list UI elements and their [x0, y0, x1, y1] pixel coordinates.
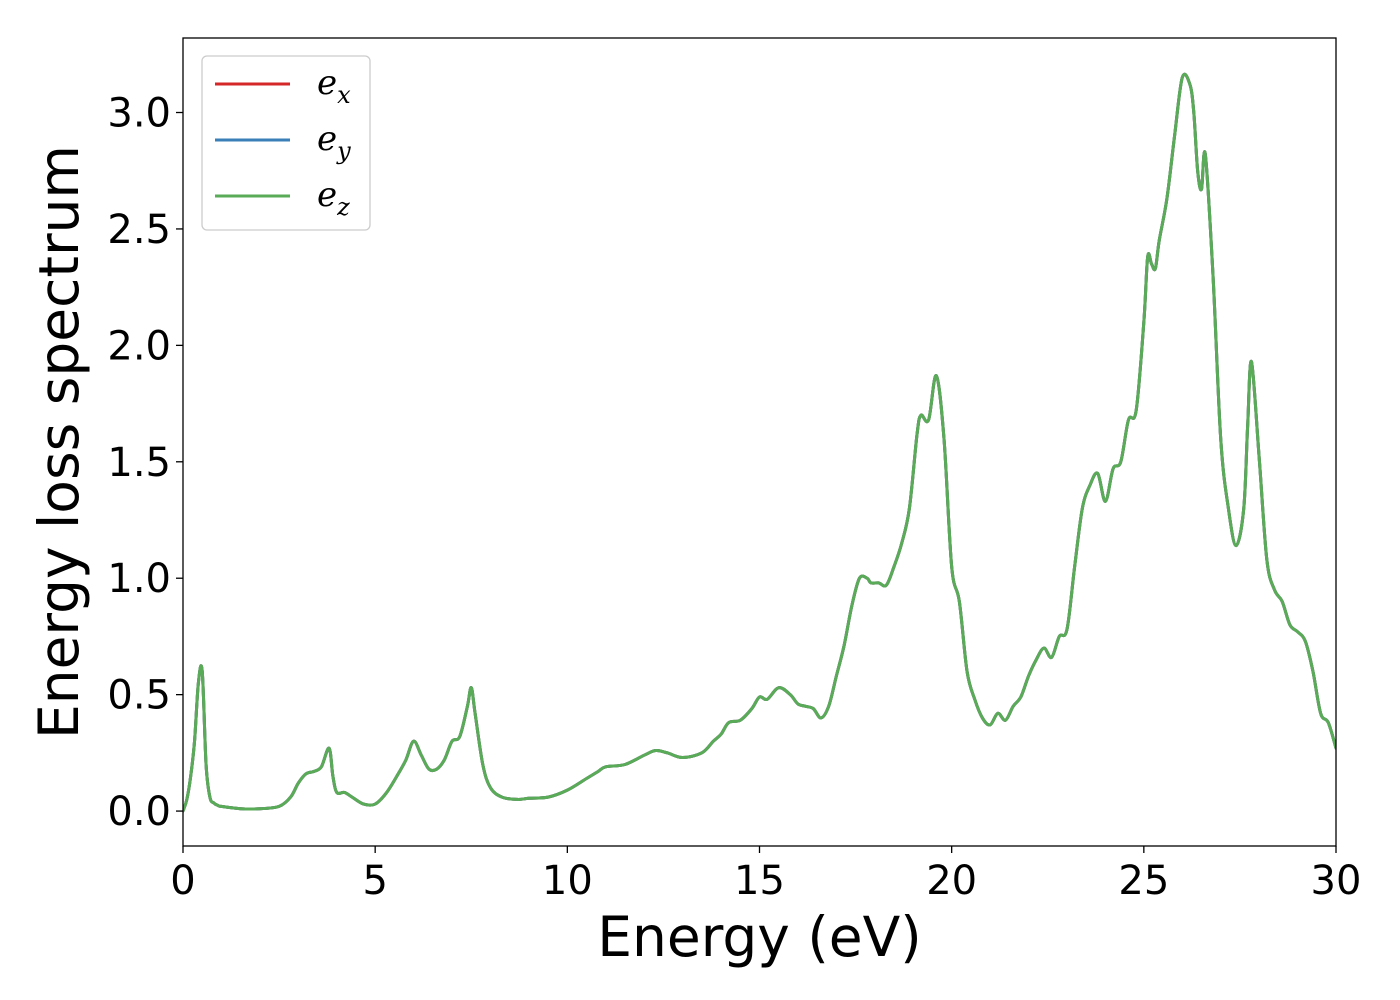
x-tick-label: 5 [362, 858, 387, 904]
y-tick-label: 1.5 [107, 440, 171, 486]
legend-subscript: x [337, 81, 351, 109]
x-tick-label: 25 [1118, 858, 1169, 904]
legend-entry-ez: ez [215, 175, 350, 221]
legend-label: ez [317, 175, 350, 221]
y-tick-label: 1.0 [107, 556, 171, 602]
legend: ex ey ez [201, 55, 371, 231]
y-axis-title: Energy loss spectrum [27, 145, 91, 739]
legend-label: ey [317, 119, 351, 165]
series-line-ez [183, 72, 1336, 813]
series-layer [183, 72, 1336, 813]
x-axis-title: Energy (eV) [597, 905, 921, 969]
legend-box [201, 55, 371, 231]
y-tick-label: 2.5 [107, 207, 171, 253]
x-tick-label: 0 [170, 858, 195, 904]
legend-entries: ex ey ez [215, 63, 351, 221]
legend-entry-ex: ex [215, 63, 351, 109]
x-tick-label: 20 [926, 858, 977, 904]
y-tick-label: 0.0 [107, 789, 171, 835]
y-tick-label: 3.0 [107, 91, 171, 137]
y-axis: 0.0 0.5 1.0 1.5 2.0 2.5 3.0 [107, 91, 183, 835]
x-axis: 0 5 10 15 20 25 30 [170, 846, 1361, 904]
y-tick-label: 2.0 [107, 323, 171, 369]
legend-entry-ey: ey [215, 119, 351, 165]
legend-subscript: z [336, 193, 350, 221]
legend-label: ex [317, 63, 351, 109]
x-tick-label: 15 [734, 858, 785, 904]
x-tick-label: 30 [1311, 858, 1362, 904]
x-tick-label: 10 [542, 858, 593, 904]
y-tick-label: 0.5 [107, 673, 171, 719]
legend-subscript: y [336, 137, 351, 165]
